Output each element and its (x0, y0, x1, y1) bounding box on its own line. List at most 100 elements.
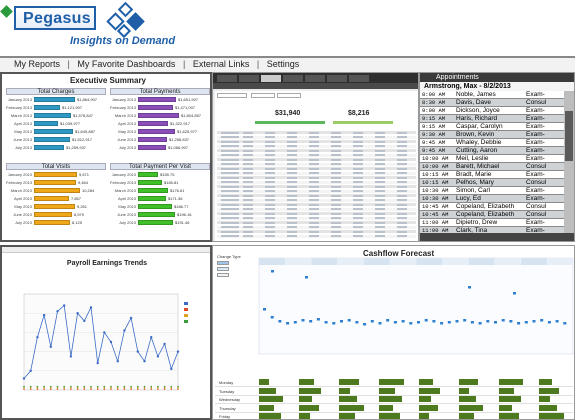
table-cell (243, 208, 253, 210)
table-cell (309, 217, 319, 219)
mini-chart-category: July 2013 (118, 219, 136, 225)
forecast-point (409, 322, 413, 325)
series-point (150, 385, 152, 388)
finance-dashboard-thumbnail[interactable]: $31,940 $8,216 (212, 72, 419, 242)
appointment-patient: Bradt, Marie (456, 171, 492, 178)
filter-select[interactable] (251, 93, 275, 98)
table-cell (221, 217, 239, 219)
table-row (217, 207, 416, 211)
nav-my-favorite-dashboards[interactable]: My Favorite Dashboards (77, 59, 176, 69)
series-point (156, 355, 160, 358)
series-point (150, 387, 152, 389)
table-cell (265, 199, 275, 201)
table-cell (353, 163, 363, 165)
series-point (36, 385, 39, 388)
date-select[interactable] (277, 93, 301, 98)
nav-settings[interactable]: Settings (266, 59, 300, 69)
appointment-row[interactable]: 9:00 AM Dickson, Joyce Exam- (420, 107, 566, 115)
kpi-right-progress (333, 121, 393, 124)
forecast-point (278, 320, 282, 323)
table-cell (243, 217, 253, 219)
series-point (177, 387, 179, 389)
appointment-row[interactable]: 10:00 AM Meil, Leslie Exam- (420, 155, 566, 163)
mini-chart-value: $165.81 (164, 179, 179, 185)
appointment-row[interactable]: 10:45 AM Copeland, Elizabeth Consul (420, 211, 566, 219)
mini-chart-category: January 2013 (7, 96, 32, 102)
appointment-row[interactable]: 10:30 AM Simon, Carl Exam- (420, 187, 566, 195)
appointment-row[interactable]: 10:45 AM Copeland, Elizabeth Consul (420, 203, 566, 211)
table-cell (397, 149, 407, 152)
deposit-bar (299, 387, 321, 394)
mini-chart-row: June 2013 $1,512,917 (6, 135, 106, 143)
series-point (110, 388, 112, 390)
dashboard-tab[interactable] (239, 75, 259, 82)
nav-external-links[interactable]: External Links (192, 59, 250, 69)
table-row (217, 234, 416, 238)
appointment-row[interactable]: 10:15 AM Bradt, Marie Exam- (420, 171, 566, 179)
appointment-row[interactable]: 10:15 AM Pelhos, Mary Consul (420, 179, 566, 187)
table-cell (265, 172, 275, 174)
forecast-point (271, 270, 274, 273)
table-cell (397, 199, 407, 201)
appointment-row[interactable]: 8:30 AM Davis, Dave Consul (420, 99, 566, 107)
table-cell (309, 158, 319, 161)
month-header (285, 258, 312, 265)
appointment-type: Consul (526, 99, 547, 106)
appointment-row[interactable]: 8:00 AM Noble, James Exam- (420, 91, 566, 99)
series-point (129, 316, 133, 320)
mini-chart[interactable]: Total Visits January 2013 9,671 February 20… (6, 163, 106, 226)
table-cell (243, 203, 253, 206)
legend-item[interactable] (217, 272, 241, 278)
series-point (50, 385, 52, 388)
appointment-row[interactable]: 10:00 AM Barett, Michael Consul (420, 163, 566, 171)
mini-chart-bar (34, 136, 70, 142)
table-cell (375, 131, 385, 134)
forecast-point (509, 320, 513, 323)
table-cell (397, 163, 407, 165)
dashboard-tab[interactable] (217, 75, 237, 82)
appointment-row[interactable]: 9:45 AM Cutting, Aaron Exam- (420, 147, 566, 155)
appointment-row[interactable]: 9:15 AM Haris, Richard Exam- (420, 115, 566, 123)
mini-chart[interactable]: Total Payment Per Visit January 2013 $155.… (110, 163, 210, 226)
appointments-thumbnail[interactable]: Appointments Armstrong, Max - 8/2/2013 8… (419, 72, 575, 242)
scrollbar-thumb[interactable] (565, 111, 573, 161)
appointments-scrollbar[interactable] (564, 91, 574, 235)
payroll-thumbnail[interactable]: Payroll Earnings Trends (0, 245, 212, 420)
mini-chart[interactable]: Total Charges January 2013 $1,864,907 Febru… (6, 88, 106, 151)
table-cell (353, 208, 363, 210)
table-cell (265, 149, 275, 152)
appointment-row[interactable]: 9:45 AM Whaley, Debbie Exam- (420, 139, 566, 147)
appointment-row[interactable]: 9:30 AM Brown, Kevin Exam- (420, 131, 566, 139)
appointment-row[interactable]: 10:30 AM Lucy, Ed Exam- (420, 195, 566, 203)
deposit-bar (339, 396, 357, 402)
executive-summary-thumbnail[interactable]: Executive Summary Total Charges January 2… (0, 72, 212, 242)
logo[interactable]: Pegasus (14, 6, 96, 30)
legend-item[interactable] (217, 266, 241, 272)
dashboard-tab-active[interactable] (261, 75, 281, 82)
appointment-row[interactable]: 9:15 AM Caspar, Carolyn Exam- (420, 123, 566, 131)
table-cell (265, 235, 275, 237)
series-point (130, 387, 132, 389)
nav-my-reports[interactable]: My Reports (14, 59, 61, 69)
dashboard-tab[interactable] (349, 75, 369, 82)
mini-chart-bar (34, 179, 76, 185)
month-header (416, 258, 443, 265)
dashboard-tab[interactable] (283, 75, 303, 82)
appointment-patient: Clark, Tina (456, 227, 488, 234)
mini-chart-row: July 2013 8,125 (6, 218, 106, 226)
dashboard-tab[interactable] (305, 75, 325, 82)
series-point (42, 313, 46, 317)
series-point (137, 385, 139, 388)
deposit-bar (459, 404, 483, 411)
mini-chart-bar (138, 195, 166, 201)
mini-chart[interactable]: Total Payments January 2013 $1,651,907 Febr… (110, 88, 210, 151)
dashboard-tab[interactable] (327, 75, 347, 82)
appointments-list[interactable]: 8:00 AM Noble, James Exam- 8:30 AM Davis, Da… (420, 91, 566, 235)
appointment-type: Exam- (526, 139, 545, 146)
appointment-row[interactable]: 11:00 AM Dipietro, Drew Exam- (420, 219, 566, 227)
mini-chart-row: February 2013 $1,121,907 (6, 103, 106, 111)
cashflow-thumbnail[interactable]: Cashflow Forecast Change Type Monday Tues… (212, 245, 575, 420)
legend-item[interactable] (217, 260, 241, 266)
mini-chart-row: April 2013 $1,039,977 (6, 119, 106, 127)
period-select[interactable] (217, 93, 247, 98)
